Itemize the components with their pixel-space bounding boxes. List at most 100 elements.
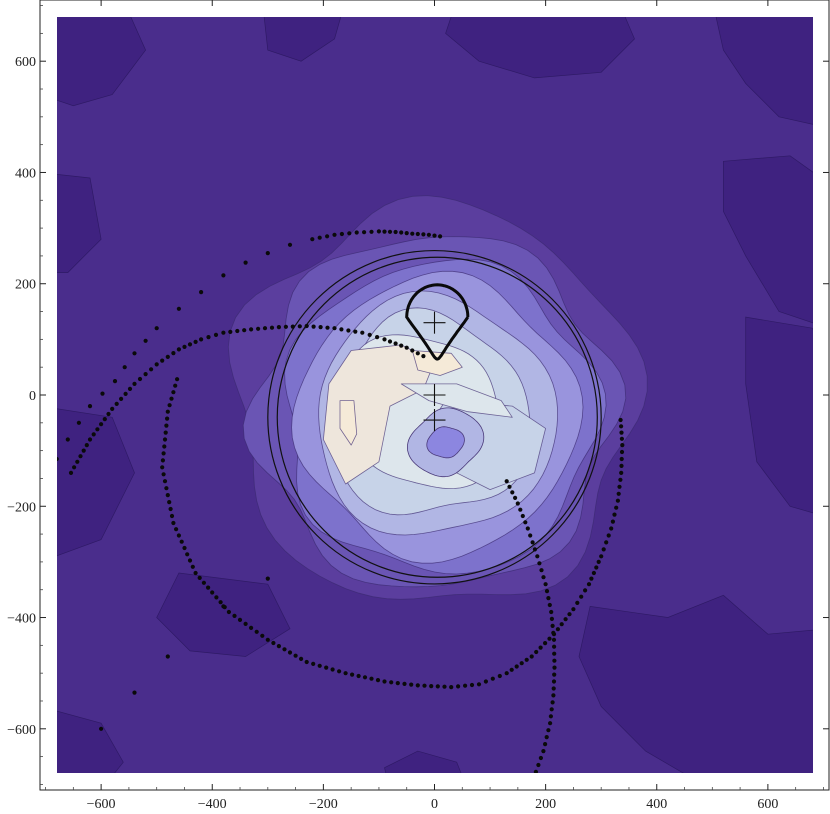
dark-patch-2 xyxy=(445,17,635,79)
track-point xyxy=(57,456,59,462)
track-point xyxy=(318,325,323,330)
track-point xyxy=(399,343,404,348)
particle-track-1 xyxy=(68,323,426,475)
track-point xyxy=(415,351,420,356)
track-point xyxy=(415,231,420,237)
track-point xyxy=(332,326,337,331)
track-point xyxy=(410,348,415,353)
track-point xyxy=(243,260,248,265)
track-point xyxy=(547,636,552,641)
track-point xyxy=(283,324,288,329)
track-point xyxy=(123,391,128,396)
track-point xyxy=(382,337,387,342)
track-point xyxy=(232,613,237,619)
track-point xyxy=(299,656,304,662)
track-point xyxy=(137,376,143,382)
track-point xyxy=(95,427,100,432)
track-point xyxy=(276,644,281,649)
track-point xyxy=(618,477,623,482)
track-point xyxy=(293,653,298,658)
track-point xyxy=(617,484,622,489)
track-point xyxy=(65,437,70,442)
track-point xyxy=(415,683,420,688)
track-point xyxy=(520,513,525,519)
track-point xyxy=(165,354,170,359)
track-point xyxy=(269,325,275,330)
track-point xyxy=(169,513,175,519)
track-point xyxy=(619,456,624,462)
track-point xyxy=(206,335,211,340)
track-point xyxy=(362,230,367,235)
track-point xyxy=(193,570,198,576)
track-point xyxy=(160,358,165,363)
track-point xyxy=(171,390,176,395)
track-point xyxy=(552,672,557,677)
track-point xyxy=(99,422,104,427)
track-point xyxy=(537,561,542,566)
track-point xyxy=(514,664,519,669)
track-point xyxy=(426,232,431,237)
reference-circle-1 xyxy=(276,256,598,578)
track-point xyxy=(332,232,337,237)
track-point xyxy=(210,590,215,595)
track-point xyxy=(525,526,530,531)
track-point xyxy=(161,451,166,456)
track-point xyxy=(375,678,381,683)
track-point xyxy=(226,609,231,615)
track-point xyxy=(311,661,316,667)
y-tick-label: −400 xyxy=(7,612,36,627)
track-point xyxy=(132,381,137,386)
track-point xyxy=(350,672,355,677)
x-tick-label: −400 xyxy=(198,797,227,812)
y-axis-tick-labels: −600 −400 −200 0 200 400 600 xyxy=(7,55,36,738)
dark-patch-7 xyxy=(156,572,291,657)
x-tick-label: −200 xyxy=(309,797,338,812)
track-point xyxy=(199,337,204,342)
dark-patch-5 xyxy=(723,155,813,324)
crosshair-0 xyxy=(423,311,446,334)
track-point xyxy=(337,669,342,674)
track-point xyxy=(456,684,461,689)
y-tick-label: −600 xyxy=(7,723,36,738)
track-point xyxy=(304,659,309,665)
track-point xyxy=(143,372,148,377)
track-point xyxy=(541,575,546,580)
y-tick-label: 600 xyxy=(15,55,36,70)
track-point xyxy=(149,367,154,372)
track-point xyxy=(175,377,180,382)
dark-contour-patches xyxy=(57,17,813,773)
track-point xyxy=(524,657,529,662)
track-point xyxy=(375,335,380,340)
track-point xyxy=(422,683,427,688)
track-point xyxy=(99,726,104,731)
track-point xyxy=(119,396,124,401)
track-point xyxy=(78,454,83,459)
track-point xyxy=(543,582,548,587)
track-point xyxy=(536,762,541,768)
track-point xyxy=(182,545,187,551)
track-point xyxy=(618,417,623,423)
track-point xyxy=(242,328,247,333)
track-point xyxy=(354,230,359,235)
track-point xyxy=(531,777,535,781)
track-point xyxy=(538,645,543,650)
track-point xyxy=(409,682,414,687)
track-point xyxy=(91,432,96,437)
track-point xyxy=(276,325,281,330)
reference-circles xyxy=(267,249,602,585)
track-point xyxy=(532,547,538,552)
track-point xyxy=(596,559,601,565)
y-tick-label: 400 xyxy=(15,166,36,181)
track-point xyxy=(575,600,580,606)
track-point xyxy=(339,231,344,237)
track-point xyxy=(550,700,555,705)
track-point xyxy=(187,342,193,347)
track-point xyxy=(87,404,93,409)
track-point xyxy=(476,682,482,687)
track-point xyxy=(404,231,409,236)
track-point xyxy=(519,661,524,666)
track-point xyxy=(599,554,604,559)
track-point xyxy=(551,679,557,684)
track-point xyxy=(154,362,159,367)
track-point xyxy=(389,680,394,685)
